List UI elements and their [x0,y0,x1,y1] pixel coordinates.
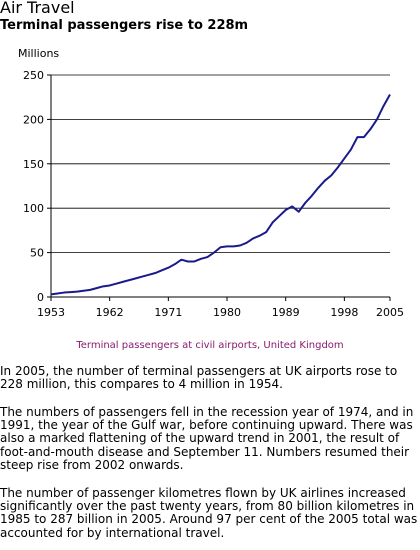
chart-subtitle: Terminal passengers rise to 228m [0,18,249,33]
y-tick-label: 0 [37,291,44,304]
chart-caption: Terminal passengers at civil airports, U… [76,340,344,351]
series-group [50,94,391,296]
y-tick-label: 150 [23,158,44,171]
x-tick-label: 1998 [330,306,358,319]
gridlines [50,74,390,298]
x-tick-label: 1962 [96,306,124,319]
x-tick-label: 1980 [213,306,241,319]
paragraph-2: The numbers of passengers fell in the re… [0,405,414,472]
y-tick-label: 50 [30,247,44,260]
paragraph-3: The number of passenger kilometres flown… [0,486,418,540]
line-chart: Millions 0 50 100 150 200 250 1953 1962 1971 198… [18,47,404,319]
paragraph-1: In 2005, the number of terminal passenge… [0,364,398,392]
y-tick-label: 100 [23,202,44,215]
y-tick-label: 200 [23,113,44,126]
x-tick-label: 1971 [154,306,182,319]
x-ticks: 1953 1962 1971 1980 1989 1998 2005 [37,297,404,319]
y-axis-label: Millions [18,47,59,60]
x-tick-label: 1953 [37,306,65,319]
series-line [50,94,391,296]
x-tick-label: 2005 [376,306,404,319]
x-tick-label: 1989 [272,306,300,319]
y-ticks: 0 50 100 150 200 250 [23,69,51,304]
page-title: Air Travel [0,0,75,17]
y-tick-label: 250 [23,69,44,82]
